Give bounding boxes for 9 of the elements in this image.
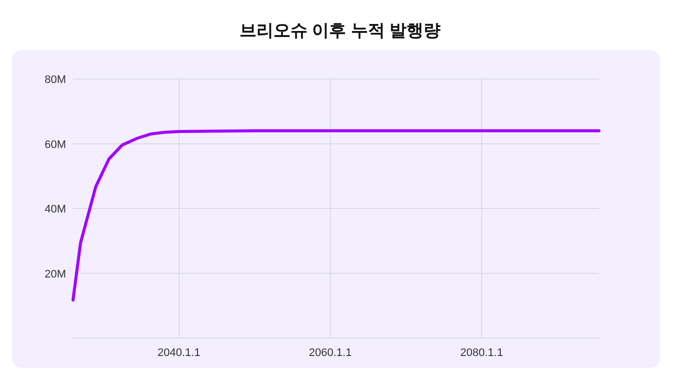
y-tick-label: 40M (44, 204, 66, 216)
x-tick-label: 2040.1.1 (158, 347, 200, 359)
x-tick-label: 2060.1.1 (308, 347, 352, 359)
line-series (72, 129, 600, 302)
y-tick-label: 20M (44, 268, 66, 280)
x-tick-label: 2080.1.1 (460, 347, 504, 359)
y-tick-label: 80M (44, 74, 66, 86)
y-tick-label: 60M (44, 138, 66, 151)
chart-title: 브리오슈 이후 누적 발행량 (239, 21, 441, 40)
